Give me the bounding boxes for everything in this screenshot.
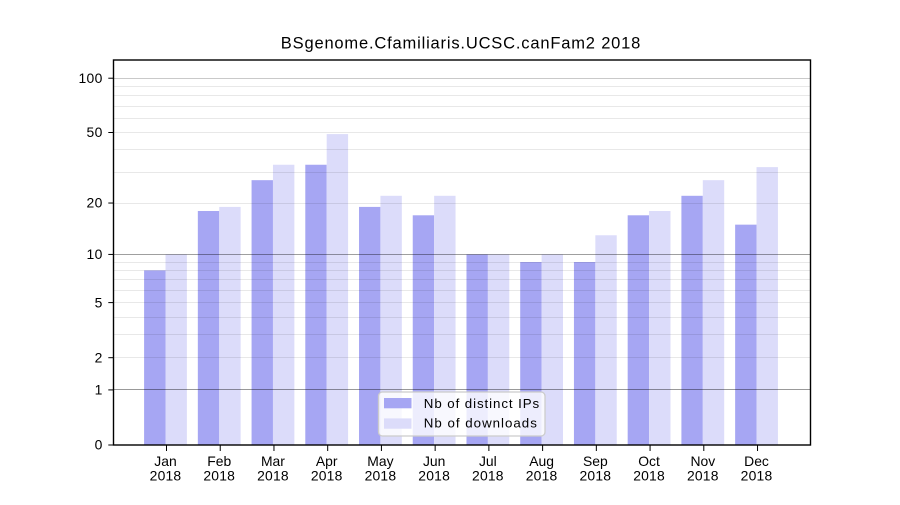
svg-text:Nb of downloads: Nb of downloads bbox=[424, 416, 538, 431]
svg-text:Nb of distinct IPs: Nb of distinct IPs bbox=[424, 396, 540, 411]
svg-text:Feb: Feb bbox=[207, 453, 231, 469]
svg-text:1: 1 bbox=[95, 382, 103, 398]
svg-text:2018: 2018 bbox=[687, 467, 719, 483]
svg-text:2018: 2018 bbox=[203, 467, 235, 483]
svg-text:Jan: Jan bbox=[154, 453, 176, 469]
svg-text:Nov: Nov bbox=[690, 453, 715, 469]
svg-text:Aug: Aug bbox=[529, 453, 554, 469]
svg-text:10: 10 bbox=[87, 246, 103, 262]
svg-text:20: 20 bbox=[87, 195, 103, 211]
svg-text:2018: 2018 bbox=[472, 467, 504, 483]
svg-text:2018: 2018 bbox=[579, 467, 611, 483]
svg-text:50: 50 bbox=[87, 124, 103, 140]
svg-text:2018: 2018 bbox=[365, 467, 397, 483]
svg-text:2018: 2018 bbox=[418, 467, 450, 483]
svg-text:5: 5 bbox=[95, 294, 103, 310]
svg-text:2018: 2018 bbox=[311, 467, 343, 483]
svg-text:Mar: Mar bbox=[261, 453, 285, 469]
svg-text:2: 2 bbox=[95, 349, 103, 365]
svg-text:BSgenome.Cfamiliaris.UCSC.canF: BSgenome.Cfamiliaris.UCSC.canFam2 2018 bbox=[281, 34, 641, 52]
svg-text:2018: 2018 bbox=[633, 467, 665, 483]
svg-text:Sep: Sep bbox=[583, 453, 608, 469]
svg-text:2018: 2018 bbox=[150, 467, 182, 483]
svg-text:May: May bbox=[367, 453, 393, 469]
svg-text:Oct: Oct bbox=[638, 453, 660, 469]
svg-text:100: 100 bbox=[78, 70, 102, 86]
svg-text:0: 0 bbox=[95, 437, 103, 453]
svg-text:Jun: Jun bbox=[423, 453, 445, 469]
svg-text:Dec: Dec bbox=[744, 453, 769, 469]
svg-text:2018: 2018 bbox=[257, 467, 289, 483]
svg-text:2018: 2018 bbox=[526, 467, 558, 483]
svg-text:2018: 2018 bbox=[741, 467, 773, 483]
svg-text:Jul: Jul bbox=[479, 453, 497, 469]
svg-text:Apr: Apr bbox=[316, 453, 338, 469]
